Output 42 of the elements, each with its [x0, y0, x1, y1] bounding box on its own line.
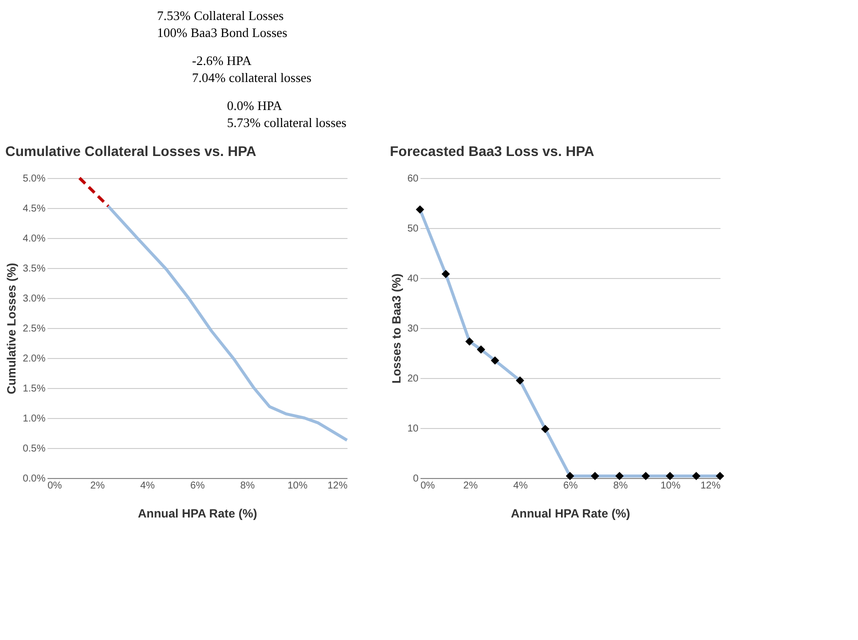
y-tick-label: 20 [407, 374, 419, 384]
y-tick-label: 0.0% [22, 474, 46, 484]
y-tick-label: 3.5% [22, 264, 46, 274]
x-axis-title: Annual HPA Rate (%) [510, 506, 630, 520]
y-tick-label: 1.5% [22, 384, 46, 394]
x-tick-label: 10% [660, 480, 681, 492]
x-tick-label: 4% [513, 480, 528, 492]
x-tick-label: 6% [190, 480, 205, 492]
x-tick-label: 0% [48, 480, 62, 492]
x-tick-label: 8% [613, 480, 628, 492]
text: -2.6% HPA 7.04% collateral losses [192, 53, 312, 85]
x-tick-label: 6% [563, 480, 578, 492]
y-axis-title: Losses to Baa3 (%) [389, 273, 404, 384]
x-tick-label: 12% [700, 480, 721, 492]
y-tick-label: 2.5% [22, 324, 46, 334]
y-tick-label: 4.5% [22, 204, 46, 214]
x-tick-label: 2% [90, 480, 105, 492]
y-tick-label: 4.0% [22, 234, 46, 244]
x-tick-label: 2% [463, 480, 478, 492]
y-tick-label: 30 [407, 324, 419, 334]
y-tick-label: 0.5% [22, 444, 46, 454]
x-tick-label: 4% [140, 480, 155, 492]
x-axis-title: Annual HPA Rate (%) [138, 506, 258, 520]
x-tick-label: 10% [287, 480, 308, 492]
chart-title: Forecasted Baa3 Loss vs. HPA [390, 143, 594, 159]
y-tick-label: 40 [407, 274, 419, 284]
text: 7.53% Collateral Losses 100% Baa3 Bond Losses [157, 8, 288, 40]
x-tick-label: 0% [420, 480, 436, 492]
y-tick-label: 60 [407, 174, 419, 184]
y-tick-label: 50 [407, 224, 419, 234]
x-tick-label: 8% [240, 480, 255, 492]
chart-title: Cumulative Collateral Losses vs. HPA [5, 143, 256, 159]
x-tick-label: 12% [327, 480, 348, 492]
text: 0.0% HPA 5.73% collateral losses [227, 98, 346, 130]
y-tick-label: 0 [412, 474, 419, 484]
y-tick-label: 1.0% [22, 414, 46, 424]
y-tick-label: 3.0% [22, 294, 46, 304]
y-tick-label: 10 [407, 424, 419, 434]
line-series [106, 204, 348, 442]
y-tick-label: 5.0% [22, 174, 46, 184]
y-axis-title: Cumulative Losses (%) [4, 262, 19, 394]
y-tick-label: 2.0% [22, 354, 46, 364]
